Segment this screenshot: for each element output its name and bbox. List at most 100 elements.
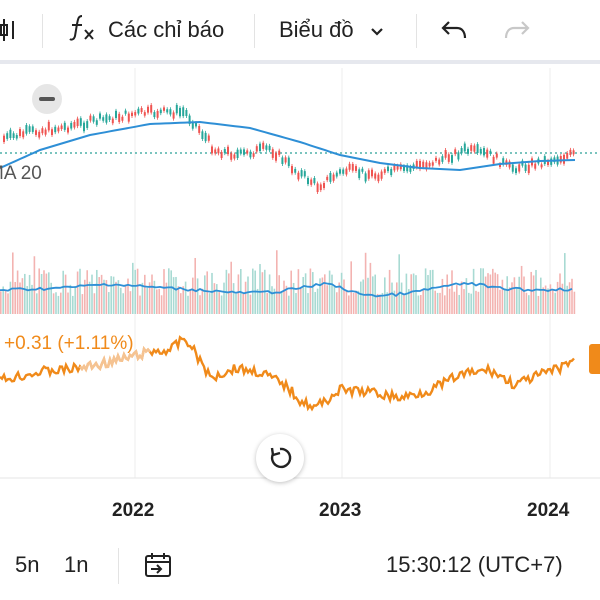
candle-body (19, 129, 21, 137)
candle-body (319, 184, 322, 191)
candle-body (403, 166, 405, 171)
volume-bar (141, 282, 144, 314)
candle-body (387, 166, 389, 172)
volume-bar (381, 292, 384, 314)
reset-icon (270, 447, 292, 469)
candle-body (518, 164, 521, 172)
volume-bar (26, 286, 28, 314)
volume-bar (57, 295, 60, 314)
candle-body (329, 172, 332, 182)
volume-bar (364, 252, 367, 314)
candle-body (118, 113, 121, 123)
range-5y-button[interactable]: 5n (15, 552, 40, 577)
candle-body (271, 149, 274, 158)
candle-body (473, 145, 476, 152)
candle-body (140, 108, 143, 113)
comparison-line-highlight (78, 345, 151, 373)
candle-body (313, 177, 316, 184)
price-chart[interactable] (0, 64, 600, 534)
volume-bar (156, 289, 158, 314)
candles-icon[interactable] (0, 0, 16, 60)
volume-bar (213, 283, 216, 314)
candle-body (143, 112, 146, 116)
volume-bar (249, 294, 252, 314)
candle-body (444, 150, 447, 158)
volume-bar (16, 270, 19, 314)
candle-body (463, 143, 466, 152)
candle-body (252, 153, 255, 157)
candle-body (339, 169, 341, 174)
candle-body (239, 149, 242, 154)
volume-bar (220, 295, 223, 314)
volume-bar (494, 272, 496, 314)
candle-body (355, 166, 357, 171)
volume-bar (559, 273, 561, 314)
ma20-line (0, 120, 576, 172)
chevron-down-icon (370, 17, 384, 43)
volume-bar (132, 262, 134, 314)
volume-bar (314, 291, 316, 314)
volume-bar (60, 292, 62, 314)
volume-bar (360, 281, 362, 314)
volume-bar (196, 278, 199, 314)
volume-bar (501, 279, 504, 314)
volume-bar (48, 272, 50, 314)
volume-bar (96, 269, 98, 314)
volume-bar (216, 284, 218, 314)
volume-bar (319, 278, 321, 314)
candle-body (73, 121, 76, 128)
candle-body (211, 146, 213, 154)
undo-icon[interactable] (440, 0, 468, 60)
volume-bar (326, 285, 328, 314)
volume-bar (278, 275, 280, 314)
candle-body (358, 169, 361, 179)
volume-bar (273, 288, 276, 314)
volume-bar (463, 289, 465, 314)
volume-bar (506, 276, 508, 314)
candle-body (191, 121, 194, 129)
candle-body (479, 148, 482, 154)
candle-body (99, 113, 101, 119)
volume-bar (124, 284, 127, 314)
volume-bar (52, 293, 55, 314)
candle-body (163, 107, 165, 111)
volume-bar (189, 289, 192, 314)
volume-bar (379, 294, 381, 314)
volume-bar (199, 295, 201, 314)
volume-bar (561, 283, 564, 314)
candle-body (22, 131, 25, 138)
chart-type-dropdown[interactable]: Biểu đồ (279, 0, 384, 60)
volume-bar (439, 292, 441, 314)
volume-bar (451, 270, 453, 314)
volume-bar (120, 287, 122, 314)
volume-bar (276, 250, 278, 314)
reset-chart-button[interactable] (256, 434, 304, 482)
volume-bar (496, 274, 499, 314)
candle-body (310, 179, 313, 185)
candle-body (508, 161, 511, 168)
candle-body (12, 133, 15, 139)
candle-body (188, 115, 191, 125)
volume-bar (446, 274, 448, 314)
volume-bar (4, 291, 7, 314)
date-range-icon[interactable] (143, 552, 173, 585)
candle-body (275, 152, 277, 161)
volume-bar (398, 254, 400, 314)
volume-bar (458, 294, 460, 314)
volume-bar (182, 286, 184, 314)
volume-bar (300, 287, 302, 314)
redo-icon[interactable] (503, 0, 531, 60)
volume-bar (98, 277, 100, 314)
candle-body (198, 126, 201, 133)
candle-body (467, 148, 469, 154)
candle-body (262, 142, 265, 149)
range-1y-button[interactable]: 1n (64, 552, 89, 577)
collapse-button[interactable] (32, 84, 62, 114)
volume-bar (492, 268, 494, 314)
candle-body (102, 117, 105, 121)
candle-body (124, 110, 127, 114)
indicators-button[interactable]: Các chỉ báo (66, 0, 224, 60)
volume-bar (237, 274, 240, 314)
candle-body (566, 153, 569, 159)
candle-body (166, 109, 169, 113)
